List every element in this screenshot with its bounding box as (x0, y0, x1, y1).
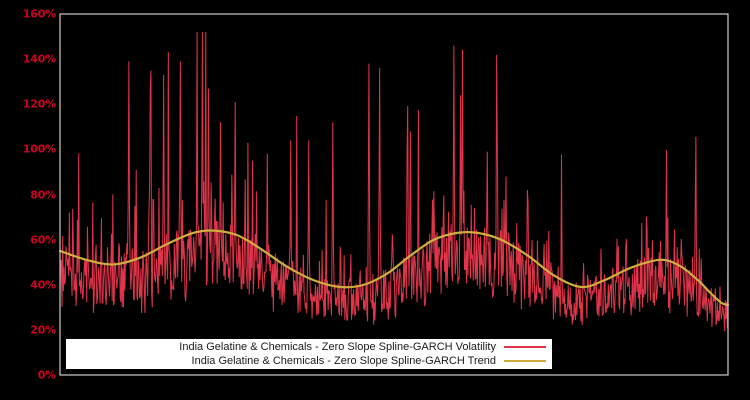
line-swatch-trend-icon (504, 355, 546, 367)
y-axis-tick-0pct: 0% (37, 368, 56, 382)
y-axis-tick-160pct: 160% (22, 7, 56, 21)
volatility-line (59, 32, 729, 332)
legend-entry-trend[interactable]: India Gelatine & Chemicals - Zero Slope … (66, 354, 548, 368)
y-axis-tick-100pct: 100% (22, 142, 56, 156)
y-axis-tick-60pct: 60% (30, 233, 56, 247)
series-volatility (59, 32, 729, 332)
y-axis-tick-20pct: 20% (30, 323, 56, 337)
plot-area-background (60, 14, 728, 375)
chart-legend[interactable]: India Gelatine & Chemicals - Zero Slope … (66, 339, 552, 369)
line-swatch-volatility-icon (504, 341, 546, 353)
series-trend (58, 229, 730, 307)
plot-border (59, 13, 729, 376)
y-axis-tick-80pct: 80% (30, 188, 56, 201)
legend-label-trend: India Gelatine & Chemicals - Zero Slope … (191, 355, 496, 367)
y-axis-tick-120pct: 120% (22, 97, 56, 111)
y-axis-tick-40pct: 40% (30, 278, 56, 292)
y-axis-tick-labels: 0% 20% 40% 60% 80% 100% 120% 140% 160% (0, 0, 56, 400)
legend-entry-volatility[interactable]: India Gelatine & Chemicals - Zero Slope … (66, 340, 548, 354)
legend-label-volatility: India Gelatine & Chemicals - Zero Slope … (179, 341, 496, 353)
y-axis-tick-140pct: 140% (22, 52, 56, 66)
